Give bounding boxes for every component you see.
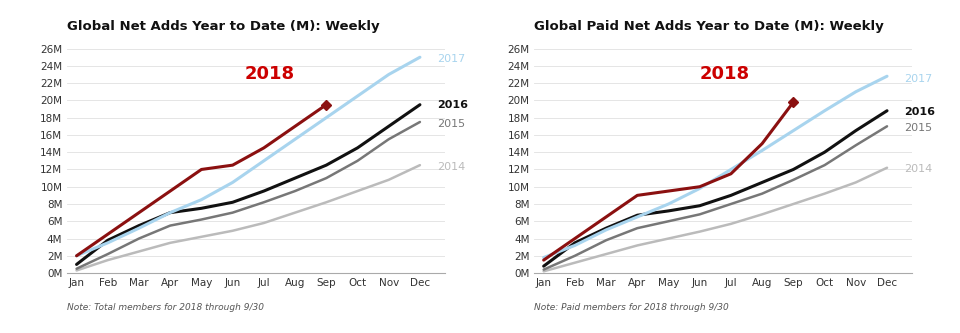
Text: 2015: 2015 xyxy=(437,119,466,129)
Text: Note: Paid members for 2018 through 9/30: Note: Paid members for 2018 through 9/30 xyxy=(535,303,729,312)
Text: Note: Total members for 2018 through 9/30: Note: Total members for 2018 through 9/3… xyxy=(67,303,264,312)
Text: 2018: 2018 xyxy=(700,66,750,84)
Text: 2016: 2016 xyxy=(437,100,468,110)
Text: 2018: 2018 xyxy=(245,66,295,84)
Text: 2016: 2016 xyxy=(904,107,935,117)
Text: Global Paid Net Adds Year to Date (M): Weekly: Global Paid Net Adds Year to Date (M): W… xyxy=(535,20,884,33)
Text: 2015: 2015 xyxy=(904,123,932,133)
Text: 2014: 2014 xyxy=(904,165,932,174)
Text: Global Net Adds Year to Date (M): Weekly: Global Net Adds Year to Date (M): Weekly xyxy=(67,20,380,33)
Text: 2017: 2017 xyxy=(904,74,932,84)
Text: 2017: 2017 xyxy=(437,54,466,64)
Text: 2014: 2014 xyxy=(437,162,466,172)
